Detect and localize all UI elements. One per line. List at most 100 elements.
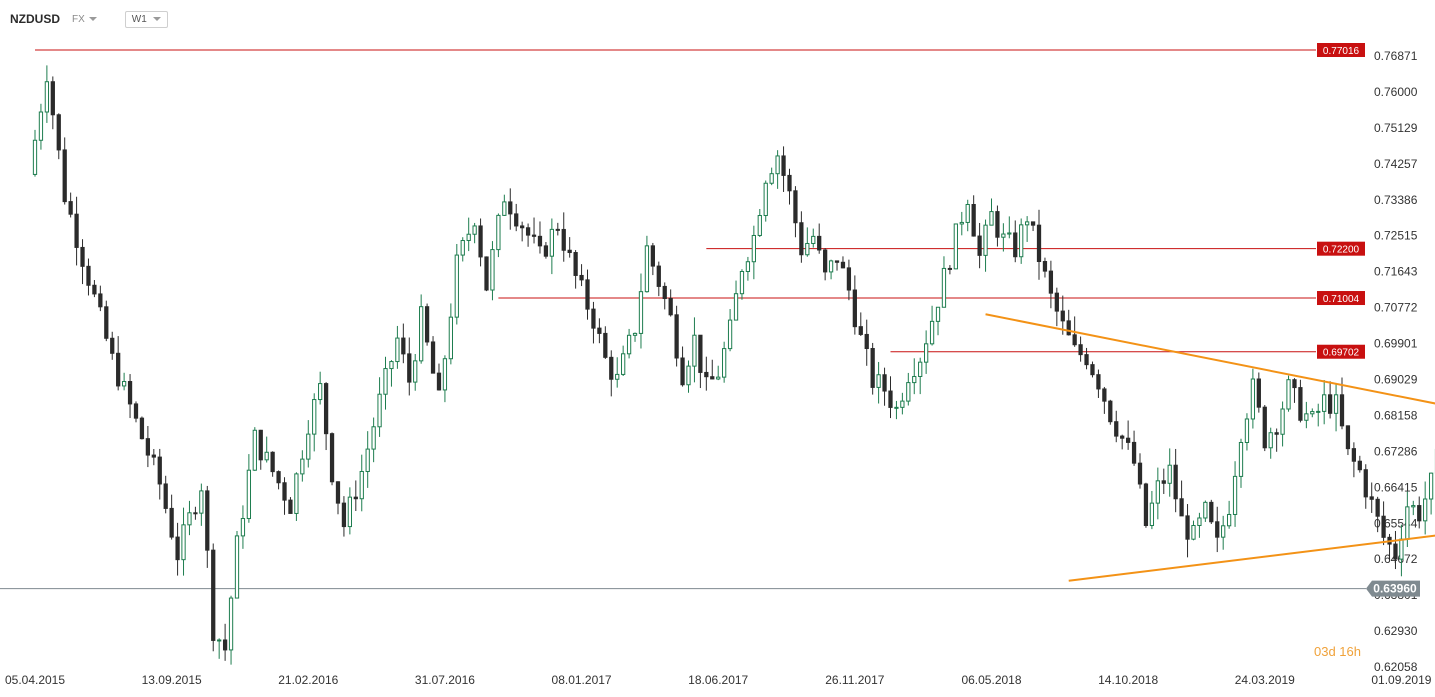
- candle-body: [858, 326, 863, 335]
- candle-body: [1155, 480, 1160, 504]
- candle-body: [918, 361, 923, 377]
- candle-body: [1096, 374, 1101, 390]
- candle-body: [650, 245, 655, 267]
- y-tick-label: 0.76871: [1374, 49, 1418, 63]
- candle-body: [318, 383, 323, 401]
- candle-body: [733, 293, 739, 321]
- candle-body: [104, 306, 109, 339]
- candle-body: [151, 454, 156, 458]
- y-tick-label: 0.67286: [1374, 444, 1418, 458]
- level-label-box: [1317, 291, 1365, 306]
- candle-body: [525, 227, 531, 236]
- candle-body: [1048, 270, 1054, 294]
- candle-body: [1024, 221, 1030, 226]
- candle-body: [1256, 378, 1261, 408]
- candle-body: [407, 353, 412, 383]
- candle-body: [1131, 441, 1137, 464]
- candle-body: [1060, 310, 1065, 322]
- candle-body: [240, 518, 246, 537]
- candle-body: [531, 234, 537, 237]
- candle-body: [199, 490, 204, 514]
- candle-body: [1399, 538, 1404, 560]
- timeframe-label: W1: [131, 13, 147, 25]
- candle-body: [941, 267, 947, 308]
- candle-body: [1351, 448, 1357, 462]
- candle-body: [864, 333, 869, 350]
- candle-body: [258, 429, 263, 461]
- market-dropdown[interactable]: FX: [72, 14, 97, 25]
- candle-body: [757, 215, 762, 236]
- x-tick-label: 14.10.2018: [1098, 673, 1158, 687]
- candle-body: [383, 368, 388, 395]
- level-label: 0.72200: [1323, 245, 1360, 256]
- candle-body: [1411, 505, 1416, 508]
- chevron-down-icon: [88, 17, 97, 21]
- candle-body: [1345, 425, 1351, 450]
- candle-body: [1262, 406, 1267, 449]
- candle-body: [716, 376, 721, 380]
- level-label-box: [1317, 241, 1365, 256]
- candle-body: [430, 341, 436, 374]
- candle-body: [947, 267, 953, 270]
- y-tick-label: 0.71643: [1374, 265, 1418, 279]
- trendline-lower: [1068, 534, 1435, 582]
- symbol-label: NZDUSD: [10, 12, 60, 26]
- candle-body: [454, 254, 459, 318]
- candle-body: [775, 155, 780, 175]
- candle-body: [1322, 394, 1327, 412]
- candle-body: [763, 182, 768, 217]
- candle-body: [668, 298, 673, 316]
- x-tick-label: 21.02.2016: [278, 673, 338, 687]
- candle-body: [615, 373, 620, 380]
- y-tick-label: 0.69029: [1374, 372, 1418, 386]
- candle-body: [294, 473, 299, 514]
- y-tick-label: 0.70772: [1374, 301, 1418, 315]
- candle-body: [282, 482, 287, 501]
- candle-body: [288, 499, 293, 514]
- candle-body: [1215, 521, 1220, 538]
- candle-body: [989, 211, 994, 226]
- candle-body: [157, 456, 162, 485]
- candle-body: [585, 279, 590, 310]
- candle-body: [193, 512, 198, 515]
- candle-body: [1226, 513, 1232, 527]
- candle-body: [508, 201, 513, 215]
- candle-body: [1001, 233, 1006, 238]
- candle-body: [312, 399, 317, 435]
- candle-body: [591, 308, 596, 329]
- candle-body: [436, 372, 442, 391]
- candle-body: [56, 114, 61, 151]
- candle-body: [698, 334, 703, 373]
- candle-body: [98, 293, 103, 308]
- candle-body: [1274, 432, 1279, 435]
- candle-body: [846, 267, 852, 291]
- candle-body: [888, 390, 893, 408]
- candle-body: [1143, 483, 1149, 526]
- candle-body: [1316, 410, 1321, 413]
- candle-body: [561, 228, 566, 251]
- candle-body: [1304, 413, 1309, 421]
- candle-body: [710, 376, 715, 380]
- candle-body: [953, 223, 958, 270]
- x-tick-label: 08.01.2017: [552, 673, 612, 687]
- candle-body: [1167, 464, 1172, 484]
- candle-body: [395, 337, 400, 363]
- candle-body: [1191, 524, 1196, 540]
- candle-body: [1179, 498, 1184, 517]
- chevron-down-icon: [152, 17, 161, 21]
- candle-body: [573, 252, 578, 276]
- candle-body: [401, 337, 406, 355]
- candle-body: [1310, 411, 1315, 415]
- timeframe-dropdown[interactable]: W1: [124, 10, 168, 28]
- candle-body: [852, 289, 857, 328]
- level-label: 0.77016: [1323, 46, 1360, 57]
- candle-body: [44, 81, 50, 113]
- candle-body: [1042, 261, 1048, 272]
- candle-body: [1030, 221, 1036, 226]
- candle-body: [1393, 543, 1398, 560]
- candle-body: [86, 265, 91, 286]
- current-price-label-box: [1366, 580, 1420, 597]
- candle-body: [1250, 378, 1256, 420]
